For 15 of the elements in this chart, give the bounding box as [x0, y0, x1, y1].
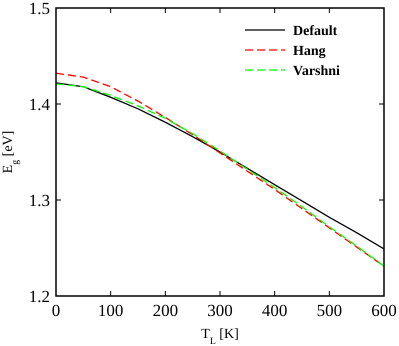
x-tick-label: 0: [52, 301, 60, 320]
y-tick-label: 1.5: [28, 0, 50, 18]
legend-label: Varshni: [293, 64, 340, 79]
x-tick-label: 300: [207, 301, 233, 320]
y-tick-label: 1.3: [28, 191, 50, 210]
x-tick-label: 500: [316, 301, 342, 320]
x-tick-label: 200: [152, 301, 178, 320]
legend-label: Hang: [293, 44, 326, 59]
x-tick-label: 100: [98, 301, 124, 320]
legend-label: Default: [293, 24, 338, 39]
x-tick-label: 400: [262, 301, 288, 320]
x-tick-label: 600: [371, 301, 397, 320]
y-tick-label: 1.2: [28, 287, 50, 306]
x-axis-title: T$_{L}$ [K]: [201, 327, 239, 346]
y-tick-label: 1.4: [28, 95, 50, 114]
